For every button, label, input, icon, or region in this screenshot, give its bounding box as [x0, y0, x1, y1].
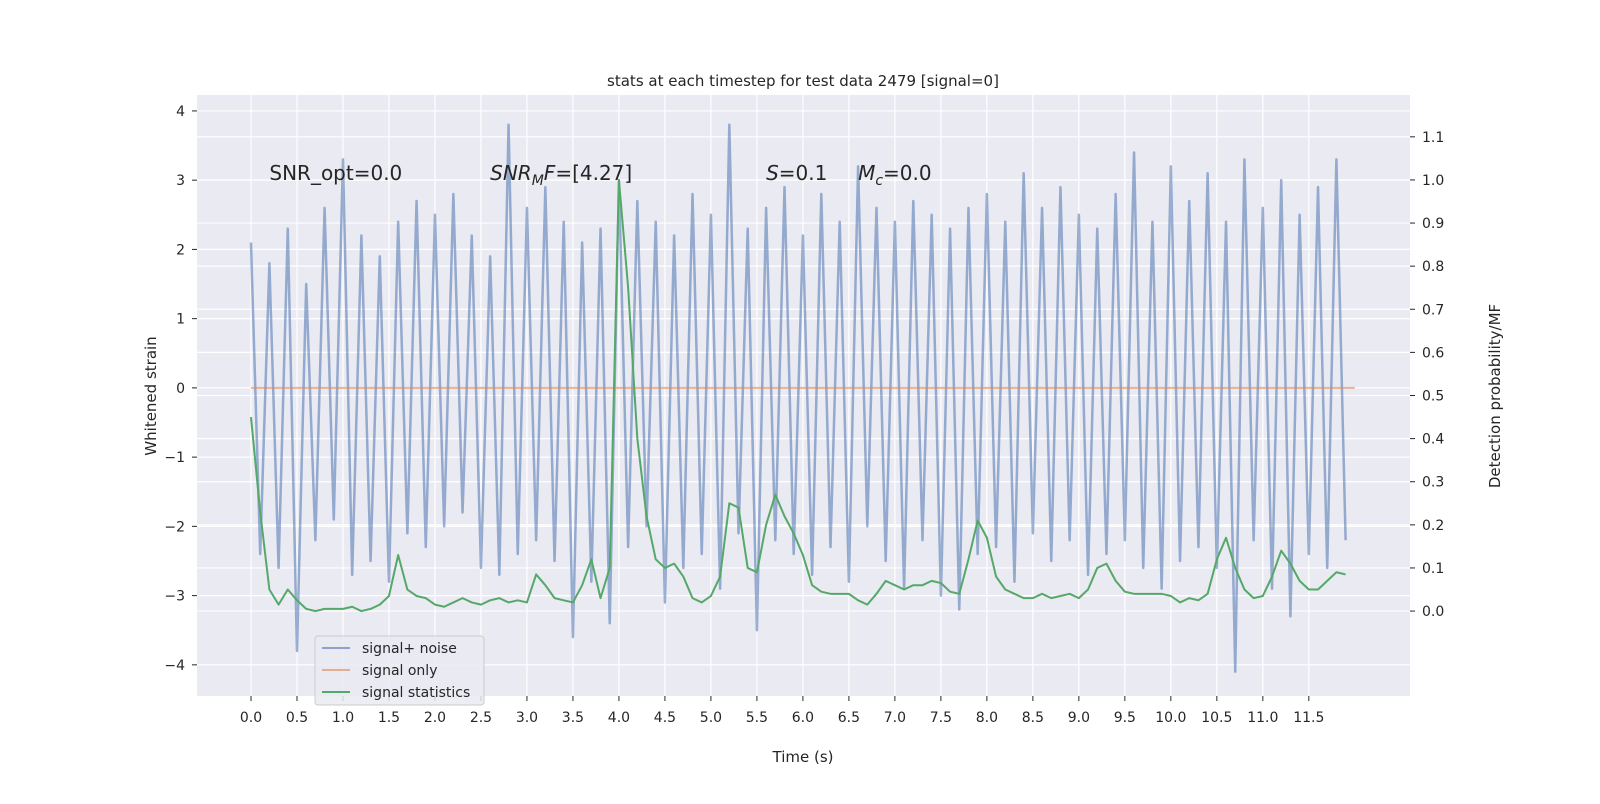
- x-tick-label: 11.0: [1247, 710, 1278, 726]
- y2-tick-label: 0.1: [1422, 561, 1444, 577]
- y2-tick-label: 0.6: [1422, 345, 1444, 361]
- y-axis-label: Whitened strain: [142, 336, 160, 455]
- annotation-tail: =0.0: [883, 161, 932, 185]
- y2-tick-label: 0.8: [1422, 259, 1444, 275]
- y2-tick-label: 1.0: [1422, 173, 1444, 189]
- legend-label: signal only: [362, 663, 437, 679]
- legend-box: [314, 635, 485, 706]
- x-tick-label: 4.5: [654, 710, 676, 726]
- y-tick-label: 3: [176, 173, 185, 189]
- x-tick-label: 4.0: [608, 710, 630, 726]
- x-tick-label: 1.5: [378, 710, 400, 726]
- annotation: Mc=0.0: [858, 161, 932, 189]
- y2-tick-label: 0.5: [1422, 389, 1444, 405]
- y2-tick-label: 1.1: [1422, 130, 1444, 146]
- annotation-text: SNR_opt=0.0: [269, 161, 402, 185]
- y2-tick-label: 0.0: [1422, 604, 1444, 620]
- annotation: SNR_opt=0.0: [269, 161, 402, 185]
- chart-title: stats at each timestep for test data 247…: [607, 72, 999, 90]
- annotation-tail: F=[4.27]: [544, 161, 632, 185]
- annotation-tail: =0.1: [779, 161, 828, 185]
- y-tick-label: −1: [164, 450, 185, 466]
- x-tick-label: 0.5: [286, 710, 308, 726]
- annotation-sub: M: [532, 173, 544, 189]
- y2-tick-label: 0.3: [1422, 475, 1444, 491]
- annotation-sub: c: [875, 173, 883, 189]
- legend: signal+ noise signal only signal statistic…: [314, 635, 485, 706]
- x-axis-label: Time (s): [772, 748, 834, 766]
- y-tick-label: 0: [176, 381, 185, 397]
- x-tick-label: 5.0: [700, 710, 722, 726]
- y2-tick-label: 0.9: [1422, 216, 1444, 232]
- x-tick-label: 11.5: [1293, 710, 1324, 726]
- legend-label: signal statistics: [362, 685, 470, 701]
- noise-line: [249, 123, 1347, 674]
- x-tick-label: 1.0: [332, 710, 354, 726]
- x-tick-label: 7.5: [930, 710, 952, 726]
- y2-axis-label: Detection probability/MF: [1486, 304, 1504, 488]
- y-tick-label: 4: [176, 104, 185, 120]
- annotation-text: S: [766, 161, 779, 185]
- x-tick-label: 3.0: [516, 710, 538, 726]
- annotation: SNRMF=[4.27]: [490, 161, 632, 189]
- annotation-text: SNR: [490, 161, 532, 185]
- y2-tick-label: 0.2: [1422, 518, 1444, 534]
- x-tick-label: 9.0: [1068, 710, 1090, 726]
- x-tick-label: 10.0: [1155, 710, 1186, 726]
- legend-label: signal+ noise: [362, 641, 457, 657]
- x-tick-label: 2.0: [424, 710, 446, 726]
- y-tick-label: −4: [164, 658, 185, 674]
- y-tick-label: 2: [176, 242, 185, 258]
- annotation-text: M: [858, 161, 875, 185]
- x-tick-label: 9.5: [1114, 710, 1136, 726]
- annotation: S=0.1: [766, 161, 827, 185]
- y2-tick-label: 0.4: [1422, 432, 1444, 448]
- x-tick-label: 7.0: [884, 710, 906, 726]
- x-tick-label: 5.5: [746, 710, 768, 726]
- y-tick-label: −2: [164, 519, 185, 535]
- x-tick-label: 8.5: [1022, 710, 1044, 726]
- y-tick-label: −3: [164, 589, 185, 605]
- x-tick-label: 6.0: [792, 710, 814, 726]
- y-tick-label: 1: [176, 312, 185, 328]
- x-tick-label: 2.5: [470, 710, 492, 726]
- x-tick-label: 6.5: [838, 710, 860, 726]
- x-tick-label: 8.0: [976, 710, 998, 726]
- statistics-line: [249, 178, 1346, 613]
- x-tick-label: 0.0: [240, 710, 262, 726]
- y2-tick-label: 0.7: [1422, 302, 1444, 318]
- x-tick-label: 3.5: [562, 710, 584, 726]
- x-tick-label: 10.5: [1201, 710, 1232, 726]
